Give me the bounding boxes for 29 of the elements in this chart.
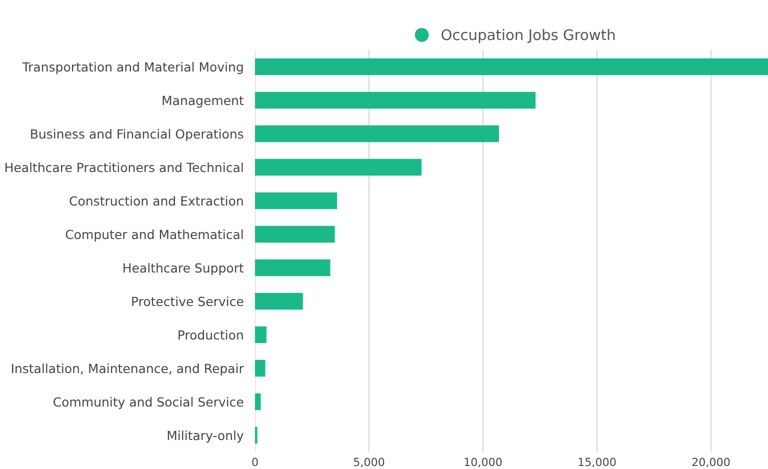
legend-label: Occupation Jobs Growth xyxy=(442,28,615,44)
y-tick-label: Construction and Extraction xyxy=(70,196,243,206)
y-tick-label: Computer and Mathematical xyxy=(66,230,243,242)
bar xyxy=(255,292,303,310)
bar xyxy=(255,192,338,210)
y-tick-label: Installation, Maintenance, and Repair xyxy=(12,364,244,376)
y-tick-label: Healthcare Practitioners and Technical xyxy=(6,162,243,172)
y-tick-label: Community and Social Service xyxy=(54,397,244,410)
bar xyxy=(255,326,266,344)
x-tick-label: 20,000 xyxy=(692,458,730,468)
y-tick-label: Transportation and Material Moving xyxy=(22,62,243,74)
bar xyxy=(255,158,422,176)
bar xyxy=(255,259,330,276)
bar xyxy=(255,58,768,76)
x-tick-label: 10,000 xyxy=(464,458,502,468)
bar xyxy=(255,92,536,109)
y-tick-label: Healthcare Support xyxy=(124,263,244,276)
x-tick-label: 5,000 xyxy=(354,458,384,468)
y-tick-label: Protective Service xyxy=(132,296,244,306)
bar xyxy=(255,226,335,243)
y-tick-label: Business and Financial Operations xyxy=(31,129,244,142)
y-tick-label: Production xyxy=(178,330,243,340)
x-tick-label: 15,000 xyxy=(578,458,616,468)
y-tick-label: Military-only xyxy=(168,430,244,443)
bar xyxy=(255,393,261,410)
bar xyxy=(255,125,499,142)
bar xyxy=(255,360,266,377)
x-tick-label: 0 xyxy=(252,458,258,466)
y-tick-label: Management xyxy=(162,96,244,108)
